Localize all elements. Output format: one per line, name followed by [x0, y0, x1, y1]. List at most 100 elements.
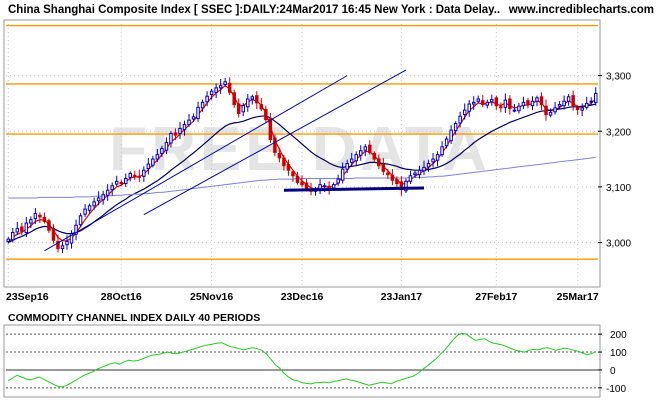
candle-body: [214, 87, 218, 93]
candle-body: [227, 82, 232, 93]
candle-body: [128, 173, 133, 178]
candle-body: [566, 96, 571, 102]
moving-average-mid: [8, 103, 596, 244]
candle-body: [476, 98, 480, 102]
candle-body: [137, 175, 142, 178]
candle-body: [422, 166, 426, 172]
price-tick-label: 3,300: [606, 72, 631, 83]
candle-body: [6, 238, 11, 242]
price-y-axis: 3,000 3,100 3,200 3,300: [598, 72, 631, 250]
candle-body: [571, 95, 575, 107]
date-tick-label: 25Nov16: [190, 291, 233, 303]
candle-body: [60, 245, 65, 250]
cci-line-group: [7, 332, 597, 388]
site-label[interactable]: www.incrediblecharts.com: [508, 4, 654, 16]
candle-body: [42, 216, 47, 222]
date-tick-label: 28Oct16: [101, 291, 142, 303]
candle-body: [462, 109, 467, 116]
candle-body: [119, 181, 123, 185]
candle-body: [431, 158, 435, 163]
candle-body: [124, 178, 128, 185]
candle-body: [562, 100, 566, 107]
candle-body: [268, 118, 273, 141]
candle-body: [209, 90, 214, 96]
candle-body: [196, 106, 200, 119]
candle-body: [241, 105, 245, 113]
candle-body: [413, 172, 417, 176]
candle-body: [205, 95, 209, 103]
candle-body: [404, 180, 408, 192]
trend-channel-line: [44, 75, 348, 252]
price-tick-label: 3,000: [606, 239, 631, 250]
candle-body: [499, 106, 503, 109]
candle-body: [340, 168, 345, 181]
candle-body: [485, 101, 490, 106]
candle-body: [87, 205, 92, 211]
cci-panel-frame: [3, 324, 601, 398]
candle-body: [56, 240, 60, 250]
date-tick-label: 23Sep16: [6, 291, 49, 303]
cci-tick-label: 0: [610, 366, 616, 377]
cci-tick-label: 200: [610, 330, 627, 341]
date-x-axis: 23Sep16 28Oct16 25Nov16 23Dec16 23Jan17 27Feb…: [6, 291, 599, 303]
candle-body: [255, 95, 259, 104]
candle-body: [530, 100, 535, 107]
candle-body: [444, 138, 449, 147]
candle-body: [512, 109, 517, 112]
candle-body: [526, 100, 530, 106]
candle-body: [169, 132, 173, 144]
candle-body: [160, 147, 164, 154]
candle-body: [182, 124, 187, 131]
candles: [6, 77, 598, 254]
candle-body: [386, 172, 390, 176]
candle-body: [300, 181, 304, 186]
candle-body: [449, 129, 453, 142]
candle-body: [164, 141, 169, 151]
candle-body: [390, 174, 395, 181]
candle-body: [223, 81, 227, 86]
cci-title: COMMODITY CHANNEL INDEX DAILY 40 PERIODS: [8, 312, 260, 324]
candle-body: [232, 92, 236, 106]
candle-body: [187, 119, 191, 126]
candle-body: [345, 163, 349, 170]
candle-body: [65, 240, 69, 246]
candle-body: [11, 231, 15, 241]
candle-body: [20, 226, 24, 232]
candle-body: [349, 158, 354, 163]
candle-body: [236, 103, 241, 114]
candle-body: [78, 215, 83, 226]
cci-y-axis: -100 0 100 200: [598, 330, 627, 395]
candle-body: [408, 175, 413, 182]
candle-body: [544, 105, 548, 116]
candle-body: [29, 219, 33, 224]
candle-body: [178, 127, 182, 134]
price-tick-label: 3,100: [606, 183, 631, 194]
candle-body: [24, 222, 29, 233]
candle-body: [291, 171, 295, 177]
candle-body: [51, 228, 56, 241]
candle-body: [368, 144, 372, 153]
candle-body: [381, 164, 386, 172]
cci-panel: COMMODITY CHANNEL INDEX DAILY 40 PERIODS…: [3, 312, 627, 398]
candle-body: [47, 220, 51, 231]
cci-tick-label: -100: [606, 384, 626, 395]
candle-body: [69, 233, 74, 244]
candle-body: [517, 105, 521, 112]
candle-body: [494, 97, 499, 107]
candle-body: [114, 180, 119, 185]
candle-body: [331, 184, 336, 189]
chart-title: China Shanghai Composite Index [ SSEC ]:…: [8, 4, 500, 16]
candle-body: [295, 175, 300, 183]
candle-body: [142, 169, 146, 177]
date-tick-label: 27Feb17: [475, 291, 517, 303]
cci-line: [7, 332, 597, 388]
candle-body: [589, 100, 593, 103]
candle-body: [471, 101, 476, 105]
support-line: [283, 186, 425, 192]
candle-body: [173, 132, 178, 136]
candle-body: [83, 208, 87, 215]
candle-body: [304, 182, 309, 189]
